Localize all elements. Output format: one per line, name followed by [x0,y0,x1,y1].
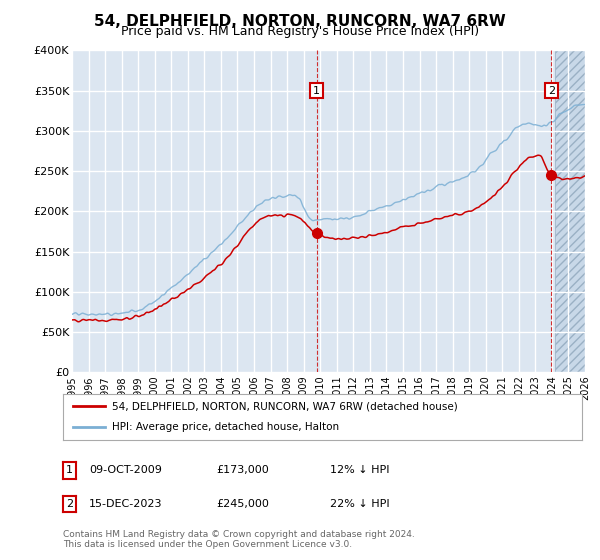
Text: 22% ↓ HPI: 22% ↓ HPI [330,499,389,509]
Text: HPI: Average price, detached house, Halton: HPI: Average price, detached house, Halt… [112,422,340,432]
Text: 12% ↓ HPI: 12% ↓ HPI [330,465,389,475]
Text: £245,000: £245,000 [216,499,269,509]
Text: 2: 2 [548,86,555,96]
Text: 09-OCT-2009: 09-OCT-2009 [89,465,161,475]
Text: 2: 2 [66,499,73,509]
Text: 1: 1 [313,86,320,96]
Text: 54, DELPHFIELD, NORTON, RUNCORN, WA7 6RW (detached house): 54, DELPHFIELD, NORTON, RUNCORN, WA7 6RW… [112,401,458,411]
Text: 15-DEC-2023: 15-DEC-2023 [89,499,162,509]
Text: £173,000: £173,000 [216,465,269,475]
Text: 54, DELPHFIELD, NORTON, RUNCORN, WA7 6RW: 54, DELPHFIELD, NORTON, RUNCORN, WA7 6RW [94,14,506,29]
Text: This data is licensed under the Open Government Licence v3.0.: This data is licensed under the Open Gov… [63,540,352,549]
Text: 1: 1 [66,465,73,475]
Text: Contains HM Land Registry data © Crown copyright and database right 2024.: Contains HM Land Registry data © Crown c… [63,530,415,539]
Text: Price paid vs. HM Land Registry's House Price Index (HPI): Price paid vs. HM Land Registry's House … [121,25,479,38]
